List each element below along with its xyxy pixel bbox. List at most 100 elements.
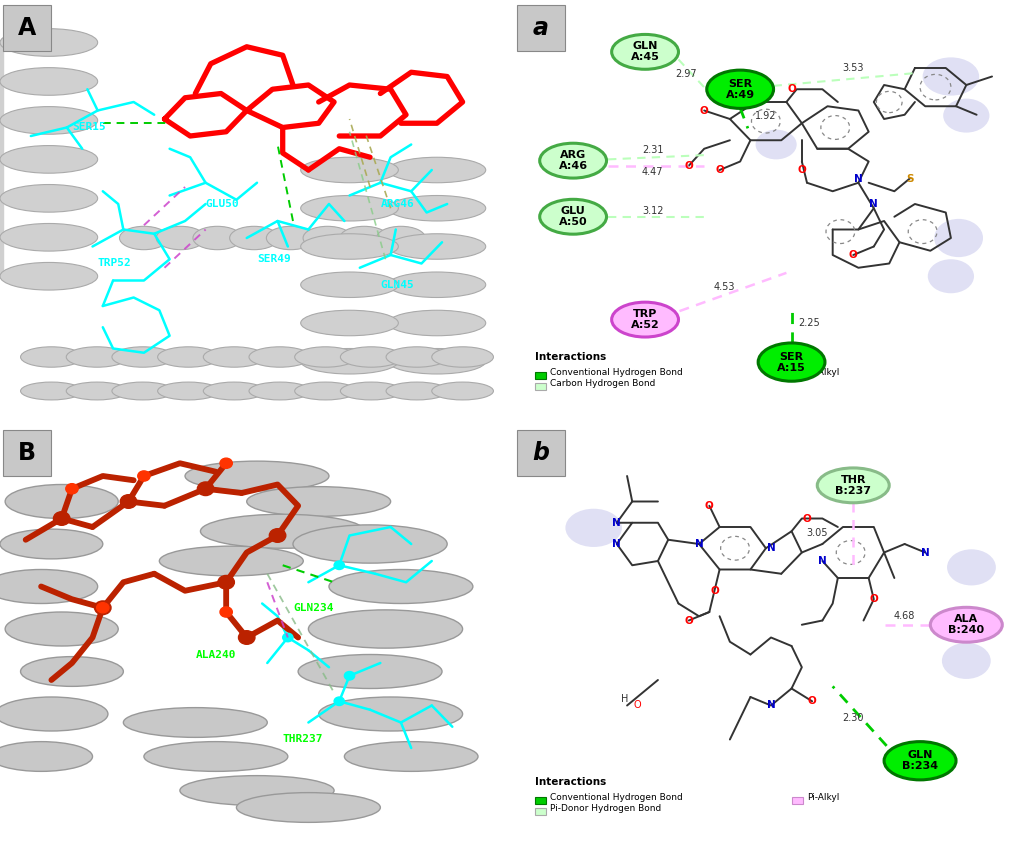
FancyBboxPatch shape xyxy=(517,5,565,51)
Ellipse shape xyxy=(295,382,357,400)
Text: O: O xyxy=(685,615,693,626)
Ellipse shape xyxy=(340,226,389,250)
Circle shape xyxy=(53,512,70,525)
Ellipse shape xyxy=(123,707,267,738)
Text: O: O xyxy=(849,250,857,260)
FancyBboxPatch shape xyxy=(517,430,565,476)
Ellipse shape xyxy=(432,382,493,400)
Text: 3.05: 3.05 xyxy=(807,529,828,538)
Text: 2.31: 2.31 xyxy=(642,144,663,155)
Ellipse shape xyxy=(388,310,485,336)
Text: O: O xyxy=(808,696,816,706)
Text: O: O xyxy=(685,161,693,171)
Ellipse shape xyxy=(185,461,329,491)
Ellipse shape xyxy=(540,200,607,234)
Circle shape xyxy=(220,458,232,468)
Ellipse shape xyxy=(388,196,485,221)
Circle shape xyxy=(334,697,344,706)
Circle shape xyxy=(238,631,255,644)
Ellipse shape xyxy=(180,775,334,806)
Text: O: O xyxy=(803,513,811,524)
FancyBboxPatch shape xyxy=(792,372,803,379)
Circle shape xyxy=(66,484,78,494)
Text: GLN45: GLN45 xyxy=(380,280,414,290)
Ellipse shape xyxy=(432,347,493,367)
Circle shape xyxy=(269,529,286,542)
Text: O: O xyxy=(870,594,878,604)
Text: 4.47: 4.47 xyxy=(642,167,663,177)
Ellipse shape xyxy=(884,741,956,780)
Ellipse shape xyxy=(247,486,391,517)
Ellipse shape xyxy=(301,348,399,374)
Ellipse shape xyxy=(388,348,485,374)
Ellipse shape xyxy=(947,549,996,586)
Ellipse shape xyxy=(303,226,352,250)
Ellipse shape xyxy=(157,347,219,367)
Text: O: O xyxy=(715,165,724,175)
Circle shape xyxy=(218,575,234,589)
Ellipse shape xyxy=(387,347,448,367)
Text: O: O xyxy=(787,84,796,94)
Text: Conventional Hydrogen Bond: Conventional Hydrogen Bond xyxy=(550,793,683,802)
Ellipse shape xyxy=(295,347,357,367)
Ellipse shape xyxy=(388,157,485,183)
Text: O: O xyxy=(710,586,719,596)
Ellipse shape xyxy=(540,144,607,178)
Ellipse shape xyxy=(565,508,622,547)
Ellipse shape xyxy=(0,529,103,559)
Ellipse shape xyxy=(301,196,399,221)
Text: 3.12: 3.12 xyxy=(642,207,663,216)
Text: GLU
A:50: GLU A:50 xyxy=(559,207,587,227)
Text: Interactions: Interactions xyxy=(535,352,605,362)
Text: Pi-Alkyl: Pi-Alkyl xyxy=(807,368,839,377)
Text: 2.25: 2.25 xyxy=(799,318,820,328)
Ellipse shape xyxy=(927,259,975,293)
Ellipse shape xyxy=(0,697,108,731)
Ellipse shape xyxy=(301,272,399,298)
Ellipse shape xyxy=(0,145,98,173)
Text: 4.53: 4.53 xyxy=(714,282,735,292)
Ellipse shape xyxy=(204,347,265,367)
Ellipse shape xyxy=(923,58,979,96)
Text: GLN
A:45: GLN A:45 xyxy=(630,42,660,62)
Ellipse shape xyxy=(0,570,98,603)
Circle shape xyxy=(97,603,109,613)
Ellipse shape xyxy=(0,224,98,251)
Text: Pi-Donor Hydrogen Bond: Pi-Donor Hydrogen Bond xyxy=(550,804,661,813)
Text: SER
A:15: SER A:15 xyxy=(777,352,806,372)
FancyBboxPatch shape xyxy=(535,808,546,814)
Ellipse shape xyxy=(942,643,991,679)
Text: THR237: THR237 xyxy=(283,734,323,745)
Circle shape xyxy=(138,471,150,481)
FancyBboxPatch shape xyxy=(792,797,803,804)
Ellipse shape xyxy=(144,741,288,772)
Ellipse shape xyxy=(319,697,463,731)
Text: S: S xyxy=(906,173,914,184)
Text: H: H xyxy=(621,694,628,704)
Ellipse shape xyxy=(193,226,242,250)
Ellipse shape xyxy=(66,382,127,400)
Ellipse shape xyxy=(119,226,169,250)
Text: 2.97: 2.97 xyxy=(675,70,697,79)
Text: Carbon Hydrogen Bond: Carbon Hydrogen Bond xyxy=(550,379,656,388)
Ellipse shape xyxy=(21,347,82,367)
Text: 3.53: 3.53 xyxy=(843,63,864,73)
Ellipse shape xyxy=(157,382,219,400)
Ellipse shape xyxy=(0,741,93,772)
Circle shape xyxy=(220,607,232,617)
Ellipse shape xyxy=(329,570,473,603)
Text: 1.92: 1.92 xyxy=(756,111,776,122)
Text: SER49: SER49 xyxy=(257,254,291,264)
FancyBboxPatch shape xyxy=(535,372,546,379)
Text: A: A xyxy=(17,16,36,40)
Text: SER
A:49: SER A:49 xyxy=(726,79,755,99)
FancyBboxPatch shape xyxy=(2,430,51,476)
Text: N: N xyxy=(695,539,703,549)
Ellipse shape xyxy=(298,654,442,688)
Text: N: N xyxy=(767,543,775,553)
Circle shape xyxy=(95,601,111,615)
Ellipse shape xyxy=(229,226,279,250)
Ellipse shape xyxy=(0,263,98,290)
Ellipse shape xyxy=(376,226,426,250)
Text: ARG46: ARG46 xyxy=(380,199,414,209)
